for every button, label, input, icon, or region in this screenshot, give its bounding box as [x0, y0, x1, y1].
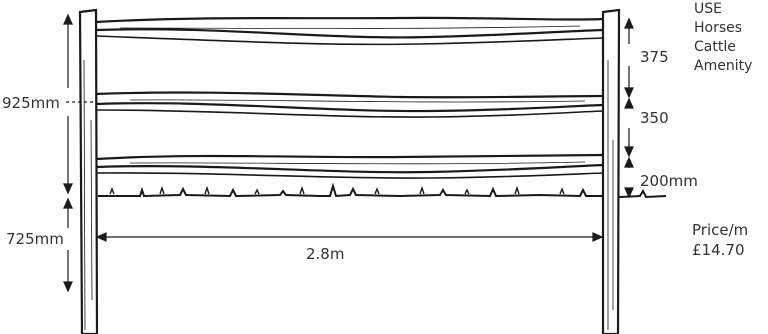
ground-line	[98, 182, 667, 199]
top-rail	[95, 16, 604, 46]
width-dimension-line	[95, 232, 604, 242]
use-item-cattle: Cattle	[694, 39, 736, 55]
use-list: USE Horses Cattle Amenity	[694, 0, 766, 76]
use-item-horses: Horses	[694, 20, 743, 36]
height-dimension-line	[63, 13, 96, 195]
right-post	[601, 8, 621, 334]
below-ground-label: 725mm	[6, 230, 64, 248]
price-value: £14.70	[692, 241, 745, 259]
total-height-label: 925mm	[2, 94, 60, 112]
gap-bottom-label: 200mm	[640, 172, 698, 190]
use-heading: USE	[694, 1, 722, 17]
gap-top-label: 375	[640, 48, 669, 66]
gap-middle-label: 350	[640, 109, 669, 127]
rail-gap-dimension-lines	[624, 17, 634, 199]
bottom-rail	[95, 153, 604, 179]
middle-rail	[95, 91, 604, 118]
price-label: Price/m	[692, 221, 749, 239]
width-label: 2.8m	[306, 245, 344, 263]
left-post	[78, 8, 99, 334]
price-block: Price/m £14.70	[692, 220, 768, 260]
below-ground-dimension-line	[63, 197, 73, 293]
use-item-amenity: Amenity	[694, 58, 753, 74]
